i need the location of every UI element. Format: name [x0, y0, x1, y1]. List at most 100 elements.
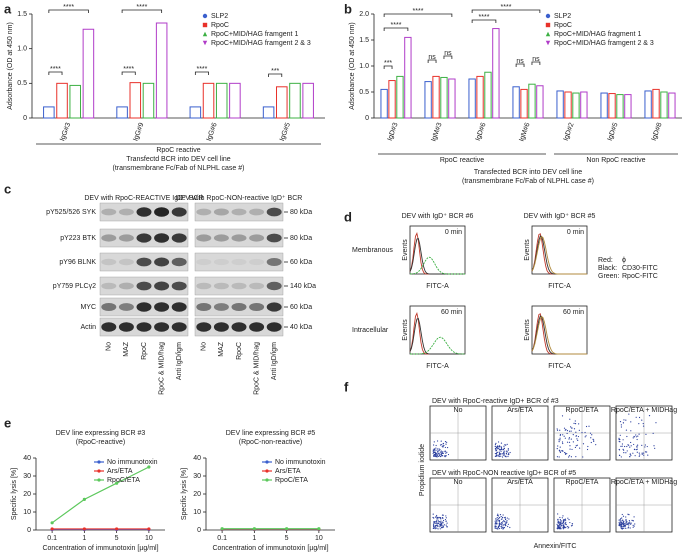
flow-dot — [502, 528, 504, 530]
flow-dot — [622, 524, 625, 526]
flow-dot — [621, 443, 624, 445]
flow-dot — [502, 453, 504, 455]
flow-dot — [432, 452, 434, 454]
bar — [624, 94, 632, 119]
flow-dot — [503, 450, 505, 452]
flow-dot — [444, 441, 447, 443]
legend-marker — [545, 31, 551, 37]
histogram-title: DEV with IgD⁺ BCR #6 — [402, 213, 474, 220]
flow-dot — [558, 449, 560, 451]
flow-dot — [633, 516, 635, 518]
flow-dot — [432, 449, 434, 451]
flow-dot — [584, 436, 586, 438]
flow-dot — [618, 519, 620, 521]
x-axis-label: Transfectd BCR into DEV cell line — [126, 156, 230, 163]
flow-dot — [439, 524, 441, 526]
flow-dot — [636, 438, 638, 441]
flow-dot — [501, 516, 504, 519]
flow-dot — [497, 513, 499, 515]
flow-dot — [575, 435, 577, 437]
significance-bracket — [121, 71, 136, 75]
blot-band — [266, 322, 282, 332]
lane-label: MAZ — [218, 341, 225, 357]
flow-dot — [503, 519, 505, 522]
lane-label: MAZ — [123, 341, 130, 357]
significance-bracket — [427, 59, 437, 63]
significance-bracket — [383, 13, 453, 17]
flow-dot — [558, 441, 560, 443]
flow-dot — [433, 523, 435, 525]
flow-dot — [438, 522, 440, 524]
flow-dot — [501, 456, 504, 458]
flow-dot — [629, 527, 631, 529]
flow-row-title: DEV with RpoC-NON reactive IgD+ BCR of #… — [432, 470, 576, 477]
blot-band — [196, 258, 212, 266]
flow-dot — [494, 453, 497, 455]
flow-dot — [567, 456, 570, 458]
flow-dot — [562, 522, 564, 524]
flow-dot — [502, 514, 504, 516]
flow-dot — [433, 450, 435, 452]
flow-dot — [561, 517, 563, 519]
legend-marker — [265, 469, 269, 473]
x-axis-label: (transmembrane Fc/Fab of NLPHL case #) — [112, 165, 244, 172]
group-label: RpoC reactive — [156, 147, 200, 154]
flow-dot — [559, 434, 561, 437]
flow-condition: RpoC/ETA + MIDHag — [611, 479, 677, 486]
flow-dot — [494, 524, 496, 526]
legend-label: SLP2 — [554, 13, 571, 20]
flow-dot — [445, 452, 447, 454]
flow-dot — [438, 453, 440, 455]
flow-dot — [575, 456, 577, 458]
flow-dot — [507, 525, 509, 528]
blot-band — [154, 233, 170, 243]
panel-letter: f — [344, 379, 349, 394]
flow-dot — [632, 520, 634, 522]
flow-dot — [595, 444, 597, 446]
flow-dot — [500, 450, 502, 452]
flow-dot — [439, 517, 442, 519]
significance-bracket — [194, 71, 209, 75]
flow-dot — [502, 524, 505, 526]
flow-dot — [627, 513, 629, 515]
flow-condition: Ars/ETA — [507, 479, 533, 486]
flow-dot — [564, 451, 566, 454]
x-tick-label: 10 — [145, 535, 153, 542]
flow-dot — [628, 444, 630, 446]
flow-dot — [495, 447, 497, 449]
flow-dot — [652, 432, 654, 434]
flow-dot — [506, 517, 508, 519]
significance-label: **** — [136, 4, 147, 11]
bar — [512, 86, 520, 119]
significance-bracket — [121, 9, 163, 13]
x-tick-label: IgD#8 — [651, 122, 664, 142]
flow-dot — [625, 419, 627, 421]
flow-dot — [502, 526, 504, 528]
histogram-curve — [531, 235, 587, 275]
flow-dot — [439, 455, 442, 458]
flow-dot — [500, 442, 503, 444]
blot-band — [196, 303, 212, 311]
flow-condition: RpoC/ETA + MIDHag — [611, 407, 677, 414]
flow-dot — [639, 454, 641, 456]
flow-dot — [636, 446, 638, 448]
flow-dot — [444, 450, 446, 452]
y-tick-label: 1.5 — [17, 11, 27, 18]
flow-dot — [586, 448, 589, 451]
flow-dot — [440, 440, 442, 442]
flow-dot — [559, 429, 561, 431]
bar — [448, 78, 456, 119]
flow-dot — [504, 518, 507, 520]
flow-dot — [495, 518, 497, 520]
flow-dot — [585, 425, 588, 428]
flow-dot — [498, 519, 501, 522]
x-tick-label: IgG#5 — [279, 122, 292, 142]
flow-dot — [620, 456, 622, 458]
flow-dot — [618, 522, 620, 524]
flow-dot — [568, 526, 570, 528]
flow-dot — [588, 425, 590, 427]
flow-dot — [641, 453, 643, 455]
flow-dot — [433, 525, 435, 527]
flow-dot — [496, 516, 498, 519]
x-tick-label: IgG#6 — [206, 122, 219, 142]
